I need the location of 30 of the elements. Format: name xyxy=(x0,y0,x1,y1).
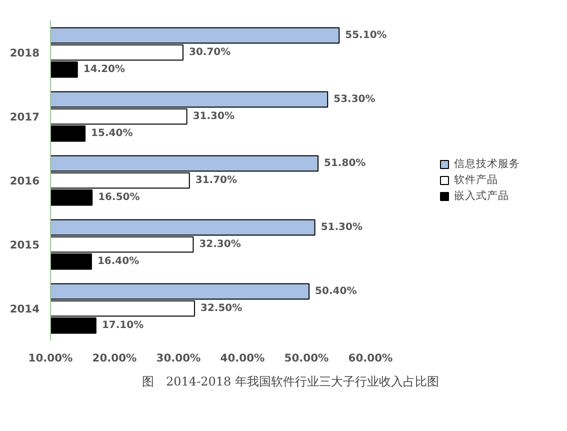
data-label: 14.20% xyxy=(83,64,126,76)
data-label: 15.40% xyxy=(91,128,133,140)
x-tick-label: 10.00% xyxy=(28,352,74,364)
x-tick-label: 20.00% xyxy=(92,352,138,364)
legend-label: 信息技术服务 xyxy=(454,157,520,171)
data-label: 30.70% xyxy=(188,47,231,58)
data-label: 32.30% xyxy=(199,239,241,250)
y-tick-label: 2015 xyxy=(10,238,40,252)
y-tick-label: 2018 xyxy=(10,46,40,60)
data-label: 53.30% xyxy=(334,94,376,105)
data-label: 51.80% xyxy=(324,158,366,169)
data-label: 51.30% xyxy=(320,222,362,233)
y-tick-label: 2016 xyxy=(10,174,40,188)
data-label: 32.50% xyxy=(200,303,242,314)
legend-label: 嵌入式产品 xyxy=(454,189,509,203)
data-label: 31.70% xyxy=(195,175,238,186)
x-tick-label: 30.00% xyxy=(156,352,202,364)
data-label: 50.40% xyxy=(315,286,357,297)
x-tick-label: 50.00% xyxy=(284,352,330,364)
data-label: 17.10% xyxy=(102,320,144,332)
data-label: 55.10% xyxy=(345,30,387,41)
x-tick-label: 40.00% xyxy=(220,352,266,364)
caption: 图 2014-2018 年我国软件行业三大子行业收入占比图 xyxy=(142,374,439,388)
data-label: 16.50% xyxy=(98,192,140,204)
x-tick-label: 60.00% xyxy=(348,352,394,364)
legend-label: 软件产品 xyxy=(454,173,498,187)
y-tick-label: 2017 xyxy=(10,110,40,124)
data-label: 16.40% xyxy=(97,256,140,268)
y-tick-label: 2014 xyxy=(10,302,40,316)
data-label: 31.30% xyxy=(192,111,234,122)
